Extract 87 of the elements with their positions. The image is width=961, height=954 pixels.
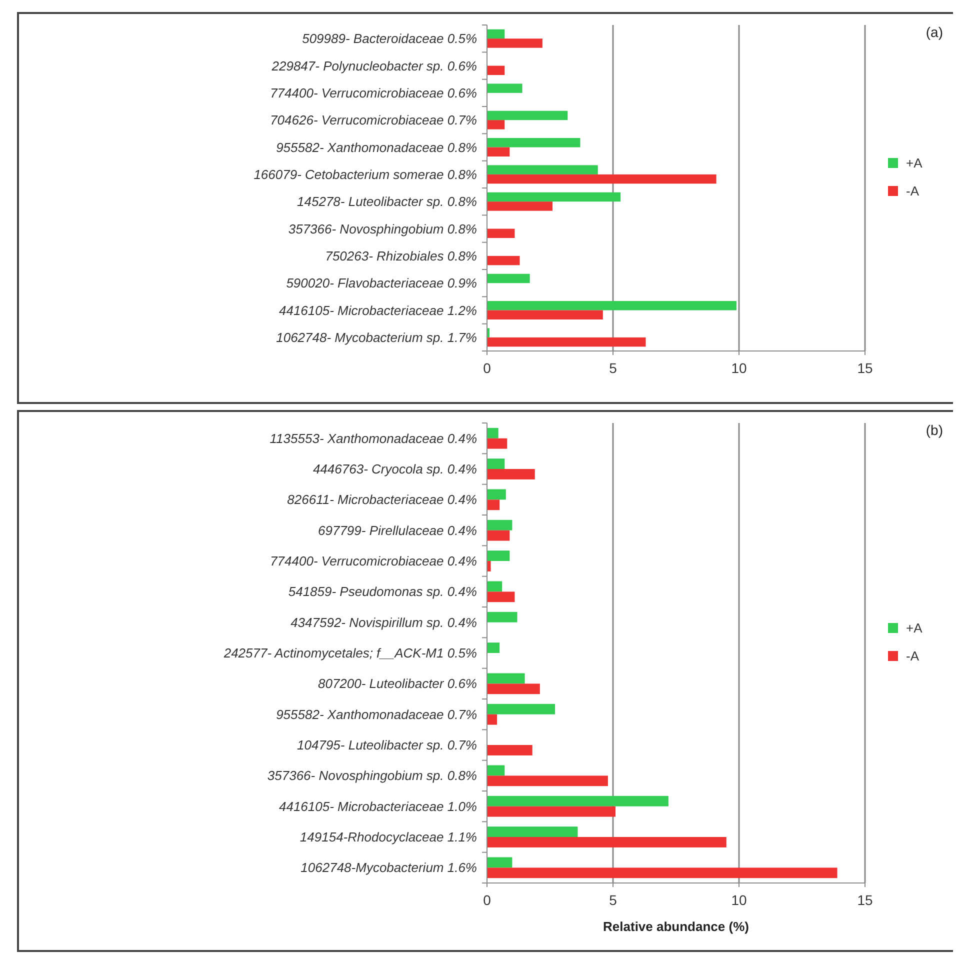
bar bbox=[487, 642, 500, 653]
bar bbox=[487, 174, 716, 184]
x-tick-label: 15 bbox=[857, 360, 873, 376]
y-tick-label: 774400- Verrucomicrobiaceae 0.4% bbox=[270, 554, 477, 569]
bar bbox=[487, 550, 510, 561]
bar bbox=[487, 796, 668, 806]
y-tick-label: 509989- Bacteroidaceae 0.5% bbox=[302, 31, 477, 46]
bar bbox=[487, 765, 505, 776]
bar bbox=[487, 138, 580, 148]
bar bbox=[487, 612, 518, 622]
bar bbox=[487, 776, 608, 786]
y-tick-label: 750263- Rhizobiales 0.8% bbox=[325, 248, 477, 264]
y-tick-label: 4416105- Microbacteriaceae 1.0% bbox=[278, 798, 477, 814]
bar bbox=[487, 301, 736, 310]
y-tick-label: 4416105- Microbacteriaceae 1.2% bbox=[278, 302, 477, 318]
y-tick-label: 826611- Microbacteriaceae 0.4% bbox=[287, 492, 477, 508]
bar bbox=[487, 868, 838, 878]
x-tick-label: 5 bbox=[609, 892, 618, 908]
y-tick-label: 1135553- Xanthomonadaceae 0.4% bbox=[270, 430, 477, 446]
bar bbox=[487, 337, 646, 347]
bar bbox=[487, 66, 505, 75]
y-tick-label: 774400- Verrucomicrobiaceae 0.6% bbox=[270, 85, 477, 100]
legend-label: -A bbox=[906, 648, 920, 664]
y-tick-label: 541859- Pseudomonas sp. 0.4% bbox=[288, 584, 477, 600]
y-tick-label: 4446763- Cryocola sp. 0.4% bbox=[312, 462, 477, 477]
x-tick-label: 10 bbox=[731, 360, 747, 376]
bar bbox=[487, 837, 726, 848]
legend-label: -A bbox=[906, 184, 920, 199]
bar bbox=[487, 520, 512, 530]
y-tick-label: 704626- Verrucomicrobiaceae 0.7% bbox=[270, 112, 477, 128]
x-tick-label: 0 bbox=[483, 892, 492, 908]
y-tick-label: 807200- Luteolibacter 0.6% bbox=[318, 676, 477, 692]
text: (b) bbox=[926, 422, 943, 438]
y-tick-label: 1062748-Mycobacterium 1.6% bbox=[300, 860, 477, 876]
bar bbox=[487, 530, 510, 541]
bar bbox=[487, 673, 525, 684]
bar bbox=[487, 38, 542, 48]
bar bbox=[487, 469, 535, 480]
x-axis-title: Relative abundance (%) bbox=[603, 919, 749, 934]
y-tick-label: 955582- Xanthomonadaceae 0.7% bbox=[276, 706, 477, 722]
bar bbox=[487, 489, 506, 500]
bar bbox=[487, 857, 512, 868]
bar bbox=[487, 120, 505, 130]
y-tick-label: 955582- Xanthomonadaceae 0.8% bbox=[276, 140, 477, 155]
bar bbox=[487, 704, 556, 714]
y-tick-label: 1062748- Mycobacterium sp. 1.7% bbox=[276, 330, 477, 345]
bar bbox=[487, 84, 522, 93]
y-tick-label: 590020- Flavobacteriaceae 0.9% bbox=[286, 276, 477, 291]
bar bbox=[487, 147, 510, 156]
bar bbox=[487, 165, 598, 174]
x-tick-label: 0 bbox=[483, 360, 492, 376]
x-tick-label: 5 bbox=[609, 360, 618, 376]
bar bbox=[487, 581, 502, 592]
bar bbox=[487, 274, 530, 284]
y-tick-label: 697799- Pirellulaceae 0.4% bbox=[318, 522, 477, 538]
bar bbox=[487, 826, 578, 837]
bar bbox=[487, 428, 498, 438]
bar bbox=[487, 438, 508, 449]
bar bbox=[487, 561, 491, 572]
x-tick-label: 15 bbox=[857, 892, 873, 908]
bar bbox=[487, 500, 500, 510]
bar bbox=[487, 310, 603, 320]
y-tick-label: 242577- Actinomycetales; f__ACK-M1 0.5% bbox=[222, 646, 477, 661]
bar bbox=[487, 592, 515, 602]
y-tick-label: 357366- Novosphingobium sp. 0.8% bbox=[267, 768, 477, 784]
bar bbox=[487, 228, 515, 238]
bar bbox=[487, 806, 616, 817]
y-tick-label: 104795- Luteolibacter sp. 0.7% bbox=[297, 738, 477, 753]
y-tick-label: 229847- Polynucleobacter sp. 0.6% bbox=[270, 58, 477, 74]
bar bbox=[487, 458, 505, 469]
x-tick-label: 10 bbox=[731, 892, 747, 908]
bar bbox=[487, 202, 553, 211]
text: (a) bbox=[926, 24, 943, 40]
y-tick-label: 166079- Cetobacterium somerae 0.8% bbox=[254, 166, 477, 182]
y-tick-label: 357366- Novosphingobium 0.8% bbox=[288, 221, 477, 236]
bar bbox=[487, 29, 505, 39]
legend-label: +A bbox=[906, 620, 923, 636]
bar bbox=[487, 714, 498, 725]
bar bbox=[487, 745, 532, 756]
bar bbox=[487, 192, 621, 202]
legend-label: +A bbox=[906, 156, 923, 171]
y-tick-label: 145278- Luteolibacter sp. 0.8% bbox=[297, 194, 477, 210]
y-tick-label: 4347592- Novispirillum sp. 0.4% bbox=[290, 614, 477, 630]
y-tick-label: 149154-Rhodocyclaceae 1.1% bbox=[300, 830, 477, 845]
bar bbox=[487, 684, 540, 694]
bar bbox=[487, 256, 520, 266]
bar bbox=[487, 110, 568, 120]
